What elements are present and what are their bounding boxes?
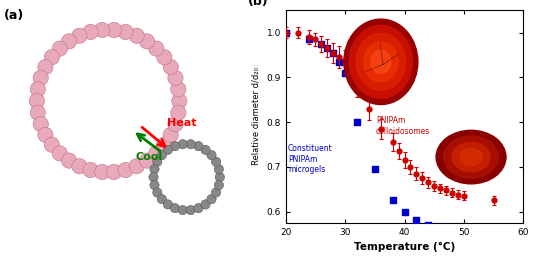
Point [317, 42, 326, 46]
Circle shape [118, 24, 133, 39]
Point [388, 198, 397, 202]
Point [371, 167, 379, 171]
Circle shape [156, 137, 172, 152]
Circle shape [33, 70, 48, 86]
Circle shape [95, 22, 110, 38]
Circle shape [168, 116, 183, 132]
Circle shape [207, 195, 216, 204]
Circle shape [44, 50, 59, 65]
Circle shape [38, 127, 53, 143]
Point [305, 37, 313, 41]
Point [323, 46, 332, 50]
Point [341, 71, 349, 75]
Circle shape [194, 142, 203, 151]
Point [472, 228, 480, 232]
Point [400, 210, 409, 215]
Circle shape [215, 173, 224, 182]
Circle shape [118, 162, 133, 178]
Circle shape [29, 93, 44, 109]
Circle shape [163, 145, 172, 155]
Point [424, 223, 433, 227]
Circle shape [157, 151, 167, 160]
Circle shape [150, 180, 159, 190]
Circle shape [163, 127, 178, 143]
Circle shape [171, 105, 186, 120]
Text: Constituent
PNIPAm
microgels: Constituent PNIPAm microgels [288, 144, 333, 174]
Circle shape [44, 137, 59, 152]
Circle shape [30, 82, 45, 97]
Point [436, 225, 444, 229]
Circle shape [201, 200, 210, 209]
Circle shape [33, 116, 48, 132]
Point [352, 120, 361, 124]
Circle shape [178, 205, 187, 215]
Circle shape [139, 34, 155, 49]
Circle shape [171, 82, 186, 97]
Circle shape [178, 140, 187, 149]
Circle shape [186, 205, 195, 215]
Circle shape [214, 165, 224, 174]
Point [412, 218, 421, 222]
Circle shape [52, 146, 67, 161]
Circle shape [95, 164, 110, 180]
Circle shape [148, 146, 164, 161]
Point [507, 228, 516, 232]
Circle shape [214, 180, 224, 190]
Circle shape [139, 153, 155, 168]
X-axis label: Temperature (°C): Temperature (°C) [354, 242, 455, 252]
Circle shape [156, 50, 172, 65]
Circle shape [30, 105, 45, 120]
Circle shape [106, 22, 122, 38]
Circle shape [207, 151, 216, 160]
Point [489, 228, 498, 232]
Point [335, 60, 343, 64]
Circle shape [201, 145, 210, 155]
Circle shape [163, 59, 178, 75]
Circle shape [153, 188, 162, 197]
Circle shape [129, 28, 144, 43]
Point [447, 227, 456, 231]
Circle shape [211, 188, 221, 197]
Circle shape [157, 195, 167, 204]
Text: (a): (a) [4, 9, 24, 22]
Y-axis label: Relative diameter d/d₂₀: Relative diameter d/d₂₀ [252, 68, 261, 165]
Circle shape [52, 41, 67, 56]
Circle shape [61, 34, 77, 49]
Text: (b): (b) [248, 0, 268, 8]
Circle shape [186, 140, 195, 149]
Circle shape [163, 200, 172, 209]
Circle shape [129, 159, 144, 174]
Circle shape [106, 164, 122, 180]
Circle shape [170, 142, 179, 151]
Circle shape [168, 70, 183, 86]
Point [281, 30, 290, 35]
Circle shape [83, 24, 98, 39]
Point [329, 51, 337, 55]
Circle shape [38, 59, 53, 75]
Text: PNIPAm
colloidosomes: PNIPAm colloidosomes [376, 116, 430, 136]
Circle shape [83, 162, 98, 178]
Circle shape [149, 173, 158, 182]
Circle shape [172, 93, 187, 109]
Circle shape [72, 28, 87, 43]
Point [460, 228, 468, 232]
Circle shape [194, 204, 203, 213]
Text: Cool: Cool [135, 152, 162, 162]
Circle shape [72, 159, 87, 174]
Circle shape [148, 41, 164, 56]
Text: Heat: Heat [167, 118, 197, 127]
Circle shape [61, 153, 77, 168]
Circle shape [150, 165, 159, 174]
Circle shape [211, 157, 221, 166]
Circle shape [170, 204, 179, 213]
Circle shape [153, 157, 162, 166]
